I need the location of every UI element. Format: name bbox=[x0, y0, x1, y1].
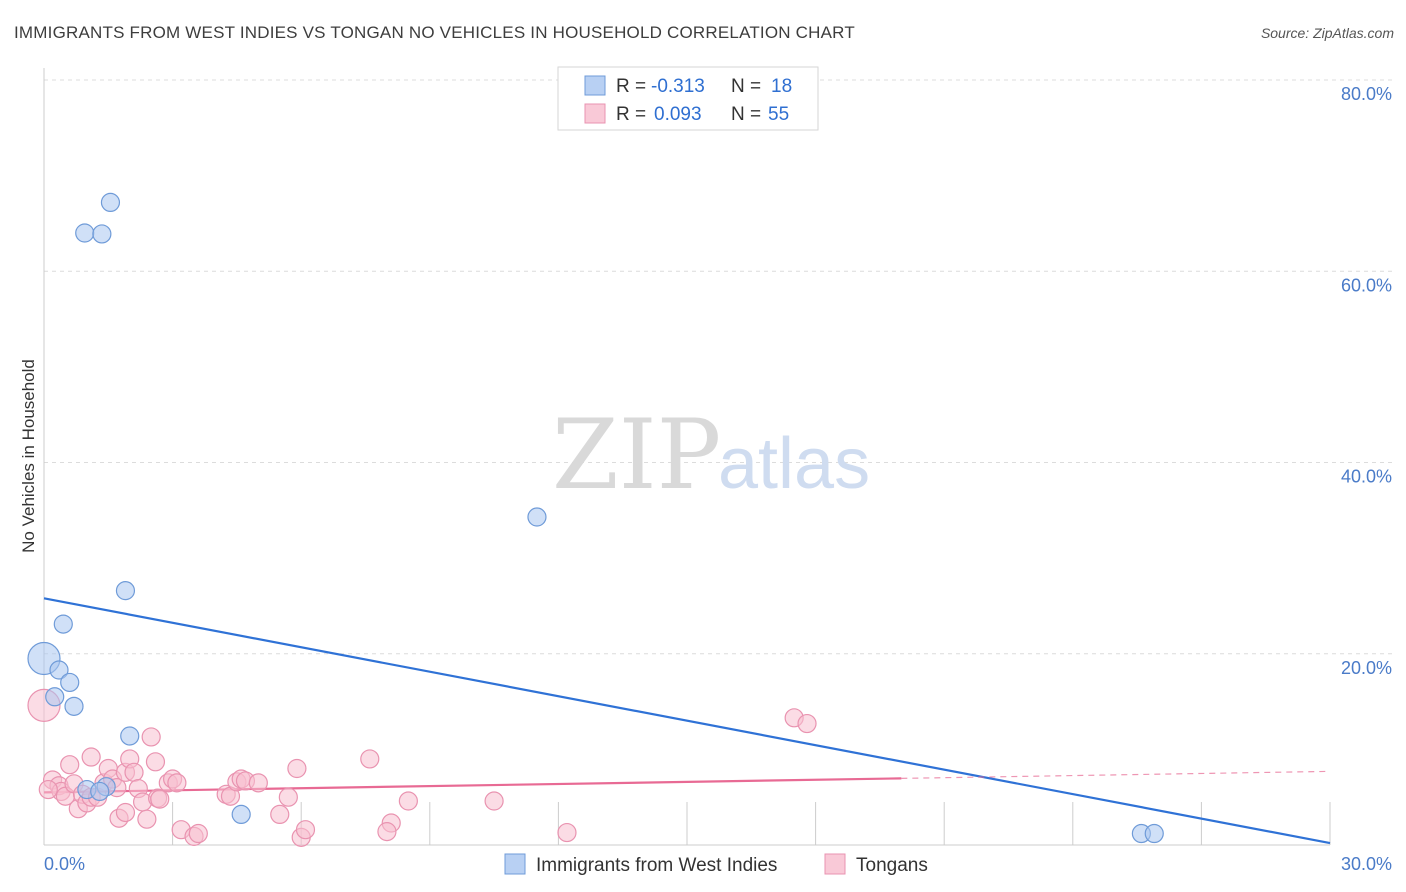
data-point-west-indies bbox=[92, 224, 112, 244]
data-point-tongans bbox=[38, 779, 58, 800]
data-point-tongans bbox=[60, 755, 80, 775]
data-point-west-indies bbox=[231, 804, 251, 825]
data-point-tongans bbox=[360, 749, 380, 769]
data-point-west-indies bbox=[90, 781, 110, 802]
y-tick-label: 40.0% bbox=[1341, 467, 1392, 487]
data-point-west-indies bbox=[53, 614, 73, 634]
series-legend-label-west-indies: Immigrants from West Indies bbox=[536, 855, 777, 876]
data-point-west-indies bbox=[75, 223, 95, 243]
data-point-west-indies bbox=[60, 672, 80, 693]
legend-r-label-2: R = bbox=[616, 104, 646, 125]
y-tick-labels: 20.0% 40.0% 60.0% 80.0% bbox=[1341, 84, 1392, 678]
gridlines bbox=[44, 79, 1392, 655]
data-point-west-indies bbox=[120, 726, 140, 746]
data-point-west-indies bbox=[64, 696, 84, 716]
data-point-tongans bbox=[557, 822, 577, 843]
data-point-tongans bbox=[150, 789, 170, 809]
legend-swatch-tongans bbox=[584, 103, 606, 124]
legend-r-label-1: R = bbox=[616, 76, 646, 97]
data-point-tongans bbox=[145, 752, 166, 772]
x-tick-label-min: 0.0% bbox=[44, 854, 85, 874]
trend-line-series-1 bbox=[43, 777, 902, 794]
watermark-zip: ZIP bbox=[552, 399, 721, 511]
chart-source: Source: ZipAtlas.com bbox=[1261, 25, 1394, 41]
y-tick-label: 60.0% bbox=[1341, 275, 1392, 295]
y-axis-label: No Vehicles in Household bbox=[19, 359, 38, 553]
legend-n-label-2: N = bbox=[731, 104, 761, 125]
x-tick-label-max: 30.0% bbox=[1341, 854, 1392, 874]
data-point-west-indies bbox=[49, 660, 69, 680]
watermark-atlas: atlas bbox=[718, 424, 870, 504]
y-tick-label: 20.0% bbox=[1341, 658, 1392, 678]
data-point-tongans bbox=[248, 773, 268, 793]
data-point-tongans bbox=[484, 791, 504, 811]
data-point-west-indies bbox=[100, 192, 121, 212]
data-point-tongans bbox=[270, 804, 290, 825]
series-legend: Immigrants from West Indies Tongans bbox=[504, 853, 928, 876]
data-point-tongans bbox=[81, 747, 101, 767]
data-point-tongans bbox=[377, 822, 397, 842]
legend-swatch-west-indies bbox=[584, 75, 606, 96]
series-legend-swatch-tongans bbox=[824, 853, 846, 875]
data-point-tongans bbox=[115, 802, 136, 823]
data-point-west-indies bbox=[527, 507, 547, 527]
data-point-tongans bbox=[295, 820, 316, 840]
data-point-west-indies bbox=[115, 581, 136, 601]
data-point-tongans bbox=[124, 762, 144, 782]
trendlines bbox=[43, 597, 1331, 845]
series-legend-swatch-west-indies bbox=[504, 853, 526, 875]
legend-n-label-1: N = bbox=[731, 76, 761, 97]
data-point-tongans bbox=[398, 791, 418, 811]
data-points bbox=[27, 192, 1164, 847]
series-legend-label-tongans: Tongans bbox=[856, 855, 928, 876]
legend-n-value-1: 18 bbox=[771, 76, 792, 97]
data-point-tongans bbox=[188, 823, 208, 844]
data-point-tongans bbox=[278, 787, 298, 807]
watermark: ZIP atlas bbox=[552, 399, 870, 511]
data-point-tongans bbox=[141, 727, 161, 747]
axes bbox=[43, 68, 1331, 846]
trend-line-series-0 bbox=[43, 597, 1331, 845]
legend-n-value-2: 55 bbox=[768, 104, 789, 125]
data-point-tongans bbox=[287, 758, 307, 779]
data-point-west-indies bbox=[45, 687, 65, 707]
y-tick-label: 80.0% bbox=[1341, 84, 1392, 104]
correlation-legend: R = -0.313 N = 18 R = 0.093 N = 55 bbox=[557, 66, 819, 131]
trend-line-extension-series-1 bbox=[901, 770, 1331, 779]
data-point-tongans bbox=[137, 809, 157, 829]
legend-r-value-1: -0.313 bbox=[651, 76, 705, 97]
data-point-tongans bbox=[797, 713, 817, 734]
chart-title: IMMIGRANTS FROM WEST INDIES VS TONGAN NO… bbox=[14, 23, 855, 42]
legend-r-value-2: 0.093 bbox=[654, 104, 702, 125]
data-point-tongans bbox=[167, 773, 187, 793]
data-point-west-indies bbox=[1144, 823, 1164, 844]
